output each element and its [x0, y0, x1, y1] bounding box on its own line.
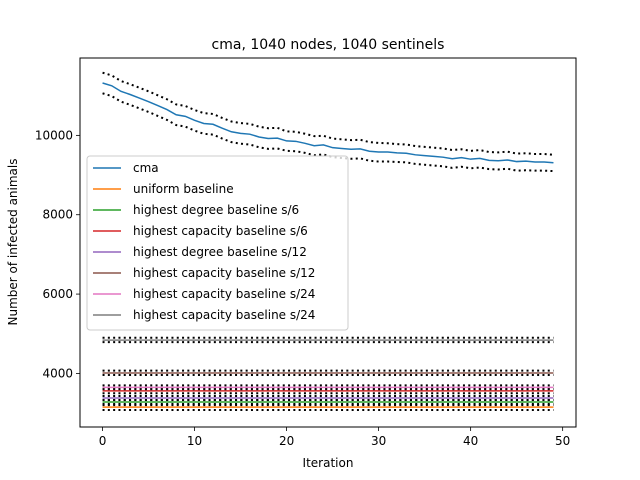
series-6 [102, 384, 554, 391]
legend-label: highest capacity baseline s/24 [133, 287, 315, 301]
y-tick-label: 4000 [42, 366, 73, 380]
y-tick-label: 10000 [35, 128, 73, 142]
x-tick-label: 10 [187, 434, 202, 448]
series-5 [102, 369, 554, 377]
x-tick-label: 0 [99, 434, 107, 448]
y-tick-label: 6000 [42, 287, 73, 301]
series-line [102, 82, 554, 164]
plot-area [102, 71, 554, 411]
y-axis-label: Number of infected animals [6, 159, 20, 326]
x-axis-label: Iteration [303, 456, 354, 470]
series-7 [102, 336, 554, 344]
legend-label: highest capacity baseline s/6 [133, 224, 308, 238]
x-tick-label: 30 [371, 434, 386, 448]
legend-label: highest degree baseline s/12 [133, 245, 307, 259]
series-4 [102, 395, 554, 402]
series-0 [102, 71, 554, 173]
legend: cma uniform baseline highest degree baseli… [86, 155, 349, 331]
axis-ticks: 0 10 20 30 40 50 4000 6000 8000 10000 [35, 128, 570, 448]
series-lower-bound [102, 92, 554, 173]
legend-label: uniform baseline [133, 182, 234, 196]
legend-box [86, 155, 349, 331]
legend-label: highest capacity baseline s/12 [133, 266, 315, 280]
y-tick-label: 8000 [42, 208, 73, 222]
legend-label: highest degree baseline s/6 [133, 203, 299, 217]
legend-label: cma [133, 161, 159, 175]
legend-label: highest capacity baseline s/24 [133, 308, 315, 322]
x-tick-label: 20 [279, 434, 294, 448]
plot-frame [79, 57, 577, 428]
x-tick-label: 50 [555, 434, 570, 448]
chart-title: cma, 1040 nodes, 1040 sentinels [212, 37, 445, 53]
series-1 [102, 404, 554, 411]
x-tick-label: 40 [463, 434, 478, 448]
